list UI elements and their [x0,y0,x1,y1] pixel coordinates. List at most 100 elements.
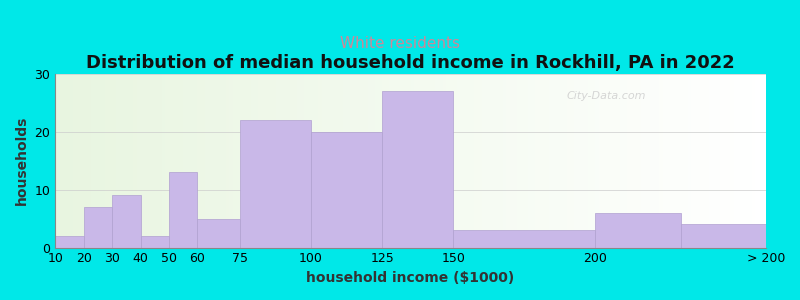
Bar [517,74,521,248]
Bar [730,74,734,248]
Bar [166,74,169,248]
Bar [514,74,517,248]
Bar [400,74,403,248]
Bar [84,74,87,248]
Bar [354,74,358,248]
Bar [439,74,442,248]
Bar [154,74,158,248]
Bar [425,74,428,248]
Bar [752,74,755,248]
Bar [294,74,297,248]
Bar [553,74,556,248]
Bar [485,74,489,248]
Bar [709,74,713,248]
Bar [364,74,368,248]
Bar [126,74,130,248]
Bar [180,74,183,248]
Bar [130,74,134,248]
Bar [254,74,258,248]
X-axis label: household income ($1000): household income ($1000) [306,271,514,285]
Bar [606,74,610,248]
Bar [368,74,371,248]
Bar [350,74,354,248]
Bar [109,74,112,248]
Bar [98,74,102,248]
Bar [538,74,542,248]
Bar [322,74,326,248]
Bar [524,74,528,248]
Bar [318,74,322,248]
Bar [371,74,375,248]
Bar [243,74,247,248]
Bar [286,74,290,248]
Y-axis label: households: households [15,116,29,205]
Bar [734,74,738,248]
Bar [84,207,112,247]
Bar [247,74,250,248]
Bar [585,74,588,248]
Bar [457,74,460,248]
Bar [55,74,59,248]
Bar [141,74,144,248]
Bar [642,74,645,248]
Bar [141,236,169,248]
Bar [706,74,709,248]
Bar [620,74,624,248]
Bar [758,74,762,248]
Bar [762,74,766,248]
Bar [499,74,503,248]
Bar [691,74,694,248]
Bar [336,74,339,248]
Bar [226,74,230,248]
Bar [716,74,720,248]
Bar [450,74,453,248]
Bar [567,74,570,248]
Bar [549,74,553,248]
Bar [215,74,218,248]
Bar [631,74,634,248]
Bar [73,74,77,248]
Bar [741,74,745,248]
Bar [311,132,382,247]
Bar [358,74,361,248]
Bar [428,74,432,248]
Bar [222,74,226,248]
Bar [453,74,457,248]
Bar [390,74,393,248]
Bar [396,74,400,248]
Bar [674,74,677,248]
Bar [738,74,741,248]
Bar [87,74,91,248]
Bar [314,74,318,248]
Bar [55,236,84,248]
Bar [332,74,336,248]
Bar [652,74,656,248]
Bar [326,74,329,248]
Bar [77,74,80,248]
Bar [290,74,294,248]
Bar [329,74,332,248]
Bar [70,74,73,248]
Bar [535,74,538,248]
Bar [617,74,620,248]
Bar [122,74,126,248]
Bar [723,74,726,248]
Text: City-Data.com: City-Data.com [567,91,646,101]
Bar [414,74,418,248]
Bar [688,74,691,248]
Bar [176,74,180,248]
Bar [588,74,592,248]
Bar [595,213,681,248]
Bar [453,230,595,247]
Bar [560,74,563,248]
Bar [194,74,198,248]
Bar [478,74,482,248]
Bar [684,74,688,248]
Bar [446,74,450,248]
Bar [240,74,243,248]
Bar [542,74,546,248]
Bar [521,74,524,248]
Bar [662,74,666,248]
Bar [301,74,304,248]
Bar [556,74,560,248]
